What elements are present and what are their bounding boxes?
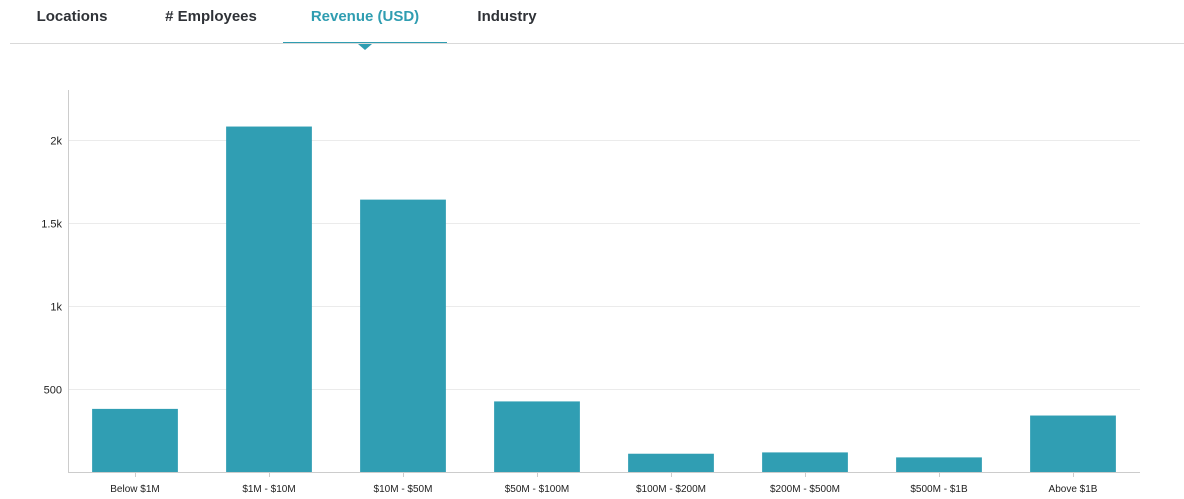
bar[interactable]	[762, 452, 848, 472]
tab-bar: Locations # Employees Revenue (USD) Indu…	[0, 0, 1184, 50]
x-tick-label: $200M - $500M	[770, 484, 840, 495]
x-tick-label: $1M - $10M	[242, 484, 295, 495]
active-tab-pointer	[358, 44, 372, 50]
x-tick-label: $50M - $100M	[505, 484, 569, 495]
x-tick-label: $10M - $50M	[374, 484, 433, 495]
x-tick-labels: Below $1M $1M - $10M $10M - $50M $50M - $10…	[110, 484, 1098, 495]
tab-industry[interactable]: Industry	[466, 0, 548, 44]
bar[interactable]	[360, 199, 446, 473]
y-tick-label: 500	[44, 385, 62, 397]
y-tick-label: 2k	[50, 136, 62, 148]
bar[interactable]	[92, 408, 178, 472]
tab-label: Revenue (USD)	[310, 8, 420, 25]
y-tick-label: 1.5k	[41, 219, 62, 231]
x-tick-label: Above $1B	[1049, 484, 1098, 495]
bars	[92, 126, 1116, 473]
tab-employees[interactable]: # Employees	[156, 0, 266, 44]
y-tick-labels: 500 1k 1.5k 2k	[41, 136, 62, 397]
bar[interactable]	[896, 457, 982, 472]
tab-label: Industry	[477, 8, 537, 25]
x-tick-label: Below $1M	[110, 484, 159, 495]
bar[interactable]	[226, 126, 312, 473]
bar[interactable]	[494, 401, 580, 472]
x-tick-label: $100M - $200M	[636, 484, 706, 495]
bar[interactable]	[1030, 415, 1116, 472]
x-tick-label: $500M - $1B	[910, 484, 968, 495]
tab-label: # Employees	[165, 8, 257, 25]
tab-divider	[10, 43, 1184, 44]
tab-label: Locations	[36, 8, 108, 25]
bar[interactable]	[628, 453, 714, 472]
axes	[68, 90, 1140, 477]
y-tick-label: 1k	[50, 302, 62, 314]
tab-locations[interactable]: Locations	[29, 0, 115, 44]
